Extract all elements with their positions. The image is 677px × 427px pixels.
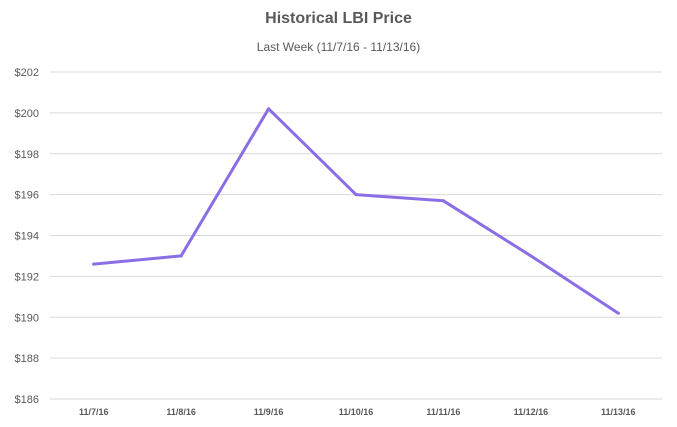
x-tick-label: 11/13/16 bbox=[601, 407, 636, 417]
data-point bbox=[441, 199, 445, 203]
x-tick-label: 11/8/16 bbox=[166, 407, 196, 417]
data-point bbox=[92, 262, 96, 266]
data-point bbox=[267, 107, 271, 111]
y-tick-label: $196 bbox=[15, 190, 39, 202]
y-tick-label: $192 bbox=[15, 271, 39, 283]
x-tick-label: 11/11/16 bbox=[426, 407, 460, 417]
y-tick-label: $194 bbox=[15, 231, 39, 243]
y-tick-label: $200 bbox=[15, 108, 39, 120]
x-tick-label: 11/12/16 bbox=[514, 407, 549, 417]
x-tick-label: 11/9/16 bbox=[254, 407, 284, 417]
y-tick-label: $188 bbox=[15, 353, 39, 365]
chart-subtitle: Last Week (11/7/16 - 11/13/16) bbox=[256, 40, 421, 54]
y-tick-label: $198 bbox=[15, 149, 39, 161]
x-tick-label: 11/7/16 bbox=[79, 407, 109, 417]
y-tick-label: $186 bbox=[15, 394, 39, 406]
data-point bbox=[354, 193, 358, 197]
y-tick-label: $190 bbox=[15, 312, 39, 324]
series-line bbox=[92, 107, 620, 315]
data-point bbox=[529, 254, 533, 258]
x-tick-label: 11/10/16 bbox=[339, 407, 374, 417]
y-tick-label: $202 bbox=[15, 67, 39, 79]
data-point bbox=[616, 311, 620, 315]
data-point bbox=[179, 254, 183, 258]
chart-title: Historical LBI Price bbox=[265, 10, 412, 27]
